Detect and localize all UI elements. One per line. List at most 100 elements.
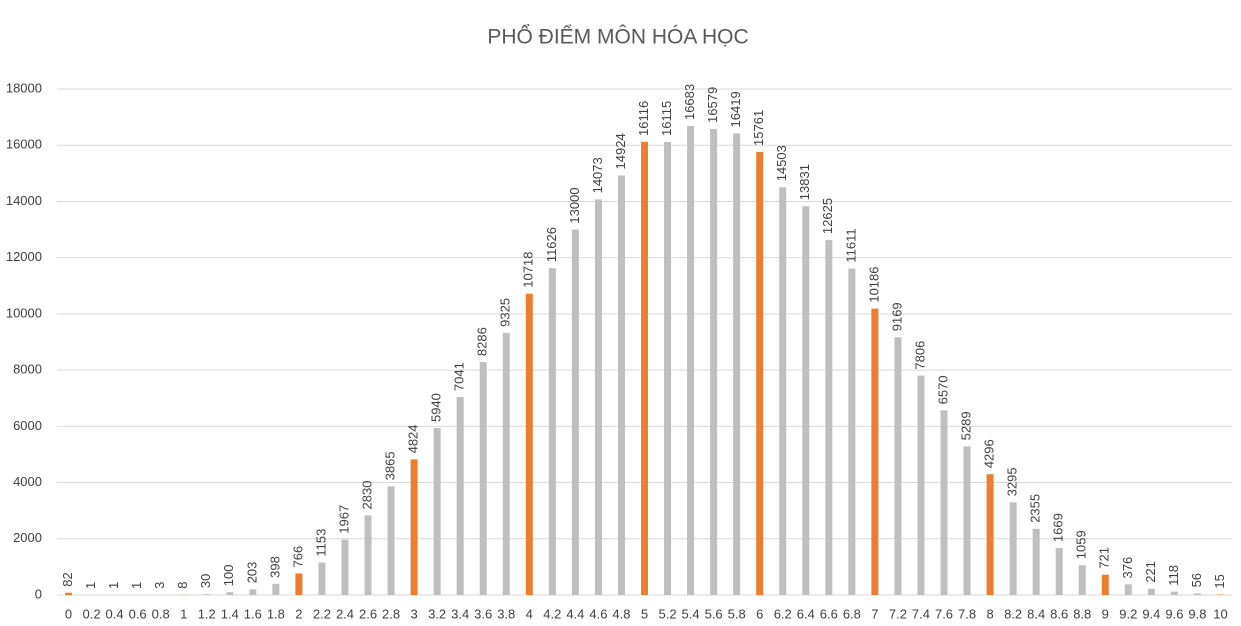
- x-tick-label: 7: [871, 606, 878, 621]
- value-label: 8: [175, 582, 190, 589]
- x-tick-label: 8.8: [1073, 606, 1091, 621]
- x-tick-label: 0.6: [129, 606, 147, 621]
- x-tick-label: 4.8: [612, 606, 630, 621]
- bar: [871, 308, 879, 595]
- value-label: 7806: [912, 341, 927, 370]
- value-label: 4824: [406, 424, 421, 453]
- bar: [1032, 528, 1040, 595]
- bar: [641, 141, 648, 595]
- value-label: 1: [129, 582, 144, 589]
- x-tick-label: 6.6: [820, 606, 838, 621]
- value-label: 14503: [774, 145, 789, 181]
- value-label: 16419: [728, 91, 743, 127]
- value-label: 3: [152, 582, 167, 589]
- value-label: 1153: [313, 529, 328, 557]
- x-tick-label: 5: [641, 606, 648, 621]
- x-tick-label: 8.2: [1004, 606, 1022, 621]
- bar: [65, 592, 73, 595]
- x-tick-label: 7.2: [889, 606, 907, 621]
- value-label: 398: [267, 556, 282, 578]
- value-label: 2830: [359, 481, 374, 510]
- value-label: 6570: [935, 375, 950, 404]
- bar: [802, 206, 810, 595]
- bar: [479, 362, 487, 595]
- bar: [825, 240, 833, 595]
- bar: [848, 268, 856, 595]
- bar: [1078, 565, 1086, 595]
- value-label: 13831: [797, 164, 812, 200]
- x-tick-label: 0.4: [106, 606, 124, 621]
- x-tick-label: 7.4: [912, 606, 930, 621]
- x-tick-label: 7.8: [958, 606, 976, 621]
- bar: [594, 199, 602, 595]
- value-label: 1: [106, 582, 121, 589]
- x-tick-label: 4: [526, 606, 533, 621]
- bar: [318, 562, 326, 595]
- bar: [1147, 588, 1155, 595]
- bar: [779, 187, 787, 595]
- y-tick-label: 12000: [6, 249, 42, 264]
- value-label: 15761: [751, 110, 766, 146]
- x-tick-label: 2: [295, 606, 302, 621]
- value-label: 7041: [452, 362, 467, 391]
- bar: [456, 397, 464, 595]
- value-label: 12625: [820, 198, 835, 234]
- x-tick-label: 9.8: [1188, 606, 1206, 621]
- y-tick-label: 8000: [13, 362, 42, 377]
- bar: [1193, 593, 1201, 595]
- x-tick-label: 6: [756, 606, 763, 621]
- bar: [571, 229, 579, 596]
- bar: [295, 573, 303, 595]
- value-label: 15: [1212, 574, 1227, 588]
- value-label: 3865: [383, 451, 398, 480]
- value-label: 11611: [843, 228, 858, 262]
- bar: [986, 474, 994, 595]
- value-label: 100: [221, 564, 236, 586]
- x-tick-label: 2.8: [382, 606, 400, 621]
- value-label: 16115: [659, 101, 674, 136]
- bar: [617, 175, 625, 595]
- value-label: 5289: [958, 411, 973, 440]
- value-label: 11626: [544, 227, 559, 262]
- value-label: 16683: [682, 84, 697, 120]
- x-tick-label: 2.4: [336, 606, 354, 621]
- x-tick-label: 5.2: [659, 606, 677, 621]
- bar: [203, 594, 211, 595]
- value-label: 2355: [1028, 494, 1043, 523]
- x-tick-label: 6.2: [774, 606, 792, 621]
- x-tick-label: 9: [1102, 606, 1109, 621]
- bar: [664, 141, 672, 595]
- bar: [710, 128, 718, 595]
- x-tick-label: 2.2: [313, 606, 331, 621]
- x-tick-label: 1.4: [221, 606, 239, 621]
- bar: [410, 459, 418, 595]
- value-label: 1059: [1074, 530, 1089, 559]
- value-label: 56: [1189, 573, 1204, 587]
- value-label: 1669: [1051, 513, 1066, 542]
- bar: [1124, 584, 1132, 595]
- value-label: 203: [244, 562, 259, 584]
- y-tick-label: 2000: [13, 530, 42, 545]
- value-label: 3295: [1005, 467, 1020, 496]
- x-tick-label: 5.8: [728, 606, 746, 621]
- bar: [341, 539, 349, 595]
- y-tick-label: 18000: [6, 80, 42, 95]
- value-label: 10186: [866, 267, 881, 303]
- bar: [963, 446, 971, 595]
- bar: [272, 583, 280, 595]
- x-tick-label: 6.8: [843, 606, 861, 621]
- y-tick-label: 14000: [6, 193, 42, 208]
- x-tick-label: 0.2: [83, 606, 101, 621]
- y-tick-label: 6000: [13, 418, 42, 433]
- x-tick-label: 10: [1213, 606, 1227, 621]
- value-label: 376: [1120, 557, 1135, 579]
- value-label: 5940: [429, 393, 444, 422]
- x-tick-label: 1: [180, 606, 187, 621]
- x-tick-label: 3.8: [497, 606, 515, 621]
- x-tick-label: 2.6: [359, 606, 377, 621]
- bar: [894, 337, 902, 595]
- x-tick-label: 9.6: [1165, 606, 1183, 621]
- x-tick-label: 3.2: [428, 606, 446, 621]
